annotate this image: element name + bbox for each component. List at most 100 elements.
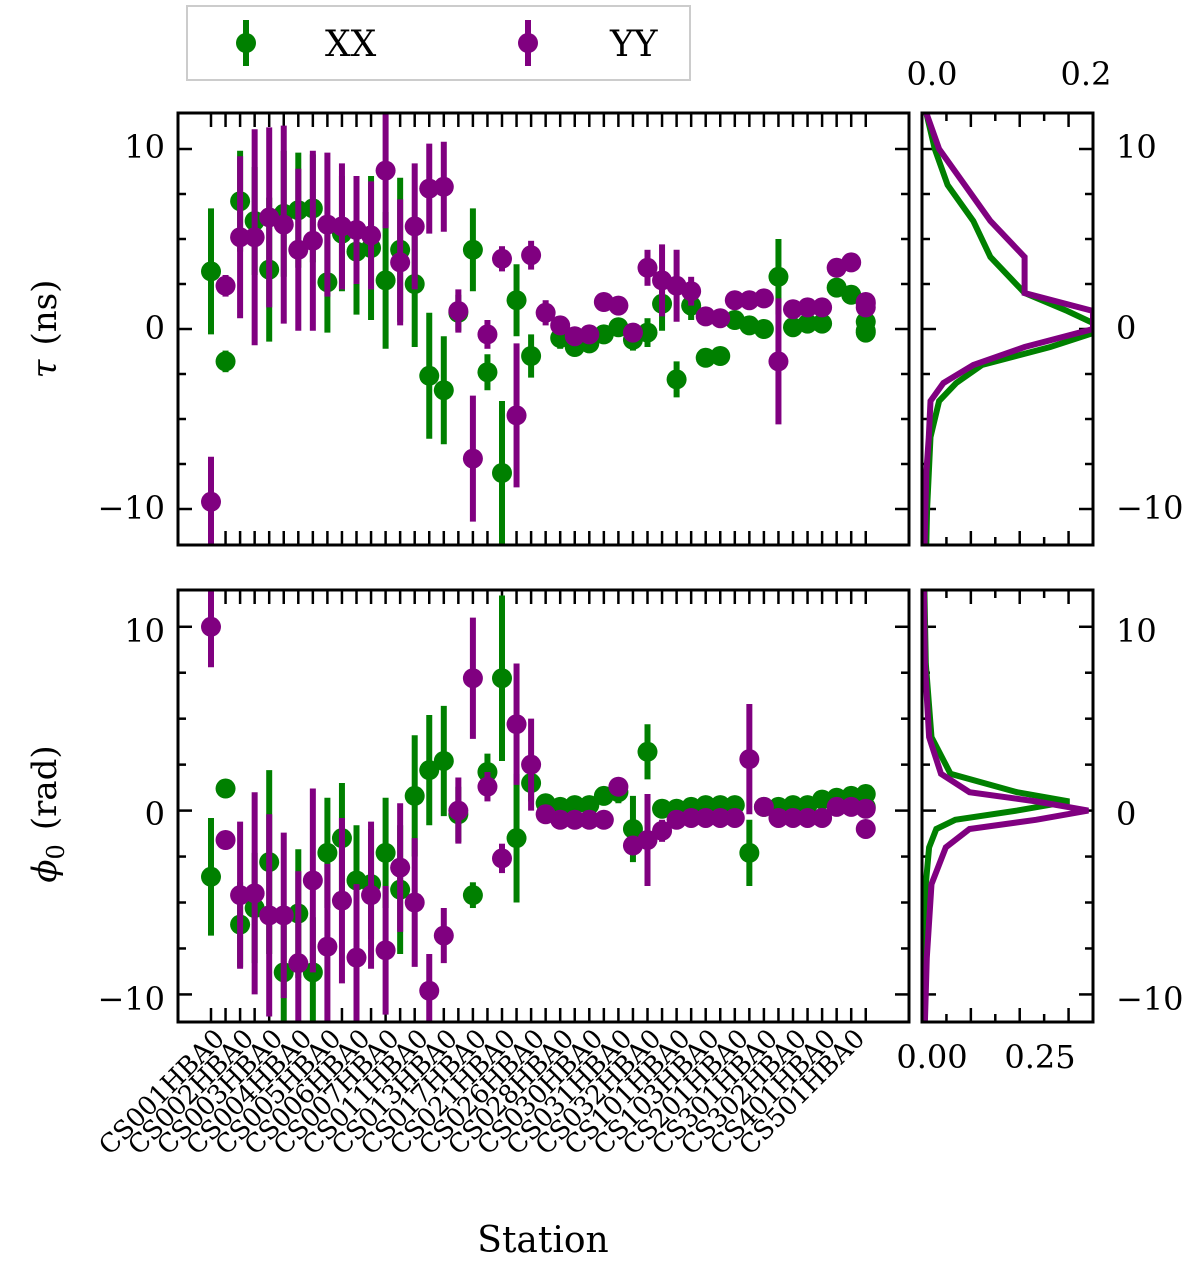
phi-hist-line-yy — [922, 590, 1089, 1022]
phi-hist-ytick-label-0: 0 — [1116, 795, 1136, 833]
tau-xx-point-1 — [215, 351, 236, 372]
phi-xx-point-26 — [579, 795, 600, 816]
tau-xx-point-42 — [812, 313, 833, 334]
phi-ytick-label-0: 0 — [145, 795, 165, 833]
tau-yy-point-30 — [637, 257, 658, 278]
tau-yy-point-28 — [608, 295, 629, 316]
tau-yy-point-36 — [724, 290, 745, 311]
phi-histogram-lines — [922, 590, 1089, 1022]
tau-yy-point-15 — [419, 178, 440, 199]
phi-yy-point-21 — [506, 714, 527, 735]
phi-xx-point-1 — [215, 778, 236, 799]
tau-histogram-frame — [920, 111, 1095, 547]
tau-xx-point-35 — [710, 346, 731, 366]
phi-yy-point-44 — [841, 796, 862, 817]
tau-yy-point-26 — [579, 324, 600, 345]
phi-yy-point-30 — [637, 830, 658, 851]
phi-yy-point-40 — [783, 807, 803, 828]
tau-yy-point-44 — [841, 252, 862, 273]
tau-ytick-label-10: 10 — [124, 128, 165, 166]
phi-series-yy — [201, 590, 876, 1022]
phi-yy-point-46 — [855, 818, 876, 839]
tau-hist-line-yy — [922, 113, 1093, 545]
tau-yy-point-16 — [433, 176, 454, 197]
phi-histogram: 0.00 0.25 10 0 −10 — [896, 588, 1184, 1076]
phi-xx-point-30 — [637, 741, 658, 762]
phi-yy-point-11 — [361, 885, 382, 906]
phi-yy-point-26 — [579, 809, 600, 830]
tau-panel: 10 0 −10 τ (ns) — [25, 111, 911, 547]
tau-xx-point-21 — [506, 290, 527, 311]
tau-yy-point-12 — [375, 160, 396, 181]
phi-xx-point-37 — [739, 842, 760, 863]
phi-yy-point-28 — [608, 776, 629, 797]
phi-yy-point-31 — [652, 820, 673, 841]
tau-xx-point-22 — [521, 346, 542, 366]
tau-yy-point-35 — [710, 308, 731, 329]
tau-hist-ytick-label-0: 0 — [1116, 309, 1136, 347]
phi-yy-point-43 — [826, 796, 847, 817]
tau-xx-point-47 — [855, 320, 876, 341]
phi-xx-point-18 — [462, 885, 483, 906]
svg-text:ϕ0(rad): ϕ0 (rad) — [25, 745, 70, 882]
tau-yy-point-42 — [812, 297, 833, 318]
phi-panel-marks — [201, 590, 876, 1022]
legend-marker-yy — [518, 33, 538, 53]
phi-yy-point-37 — [739, 749, 760, 770]
phi-yy-point-20 — [492, 848, 512, 869]
tau-panel-marks — [201, 113, 876, 545]
tau-ytick-label-0: 0 — [145, 309, 165, 347]
tau-ylabel-symbol: τ — [25, 358, 65, 378]
phi-yy-point-25 — [564, 809, 585, 830]
tau-xx-point-12 — [375, 270, 396, 291]
tau-xx-point-41 — [797, 313, 818, 334]
phi-hist-ytick-label-10: 10 — [1116, 612, 1157, 650]
legend: XX YY — [186, 5, 691, 81]
phi-yy-point-19 — [477, 776, 498, 797]
phi-yy-point-16 — [433, 925, 454, 946]
tau-yy-point-0 — [201, 491, 221, 512]
phi-xx-point-20 — [492, 668, 512, 689]
tau-xx-point-34 — [695, 347, 716, 368]
phi-ylabel: ϕ0 (rad) — [25, 745, 70, 882]
tau-yy-point-13 — [390, 252, 411, 273]
phi-xx-point-14 — [404, 785, 425, 806]
phi-yy-point-7 — [302, 870, 323, 891]
phi-yy-point-38 — [753, 796, 774, 817]
tau-xx-point-38 — [753, 319, 774, 339]
tau-ylabel: τ (ns) — [25, 280, 65, 379]
phi-yy-point-8 — [317, 936, 338, 957]
tau-xx-point-30 — [637, 322, 658, 343]
phi-hist-ytick-label-neg10: −10 — [1116, 980, 1184, 1018]
tau-series-yy — [201, 113, 876, 545]
phi-panel: 10 0 −10 ϕ0(rad) — [25, 588, 911, 1024]
phi-yy-point-9 — [331, 890, 352, 911]
phi-points — [201, 590, 876, 1022]
phi-ylabel-sub: 0 — [42, 844, 70, 859]
phi-yy-point-32 — [666, 809, 687, 830]
legend-label-yy: YY — [609, 24, 659, 65]
phi-yy-point-24 — [550, 809, 571, 830]
tau-yy-point-5 — [273, 214, 294, 235]
tau-yy-point-8 — [317, 214, 338, 235]
tau-yy-point-3 — [244, 227, 265, 248]
phi-yy-point-22 — [521, 754, 542, 775]
tau-xx-point-19 — [477, 362, 498, 383]
tau-xx-point-32 — [666, 369, 687, 390]
tau-histogram: 0.0 0.2 10 0 −10 — [907, 55, 1184, 547]
phi-hist-xtick-label-1: 0.25 — [1004, 1038, 1075, 1076]
phi-xx-point-29 — [622, 818, 643, 839]
tau-yy-point-7 — [302, 230, 323, 251]
tau-hist-ytick-label-10: 10 — [1116, 128, 1157, 166]
tau-yy-point-2 — [230, 227, 251, 248]
tau-panel-frame — [176, 111, 911, 547]
tau-yy-point-23 — [535, 302, 556, 323]
phi-yy-point-1 — [215, 830, 236, 851]
tau-yy-point-25 — [564, 326, 585, 347]
phi-yy-point-27 — [593, 809, 614, 830]
tau-yy-point-1 — [215, 275, 236, 296]
legend-marker-xx — [236, 33, 256, 53]
tau-series-xx — [201, 150, 876, 545]
phi-ytick-label-10: 10 — [124, 612, 165, 650]
